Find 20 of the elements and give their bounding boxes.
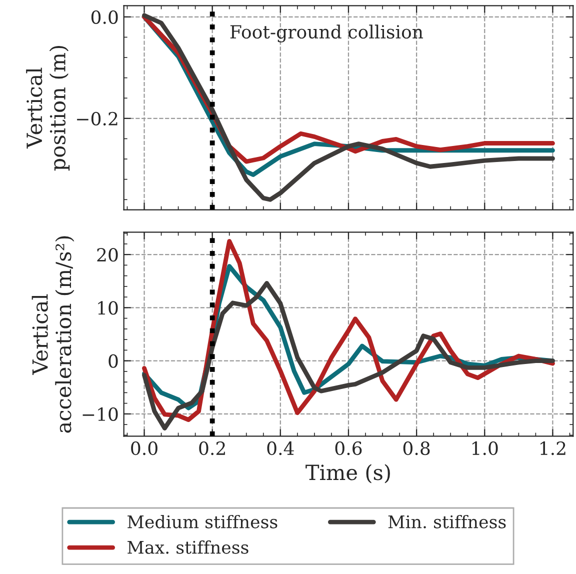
x-tick-label: 0.8 [403,441,430,456]
x-axis-title: Time (s) [306,464,390,484]
x-tick-label: 0.0 [131,441,158,456]
y-axis-title: Vertical acceleration (m/s²) [32,236,74,433]
y-axis-title: Vertical position (m) [26,46,70,171]
x-tick-label: 1.0 [472,441,498,456]
legend-label: Medium stiffness [128,514,278,528]
x-tick-label: 0.4 [267,441,294,456]
y-tick-label: −0.2 [77,112,118,126]
legend-label: Max. stiffness [128,540,248,554]
y-tick-label: 20 [97,248,118,262]
y-tick-label: 0 [108,354,118,368]
x-tick-label: 0.2 [199,441,225,456]
x-tick-label: 0.6 [335,441,362,456]
y-tick-label: −10 [82,407,118,422]
annotation: Foot-ground collision [230,24,424,42]
x-tick-label: 1.2 [540,441,566,456]
y-tick-label: 10 [98,301,118,315]
legend-label: Min. stiffness [388,514,506,528]
y-tick-label: 0.0 [91,10,118,24]
